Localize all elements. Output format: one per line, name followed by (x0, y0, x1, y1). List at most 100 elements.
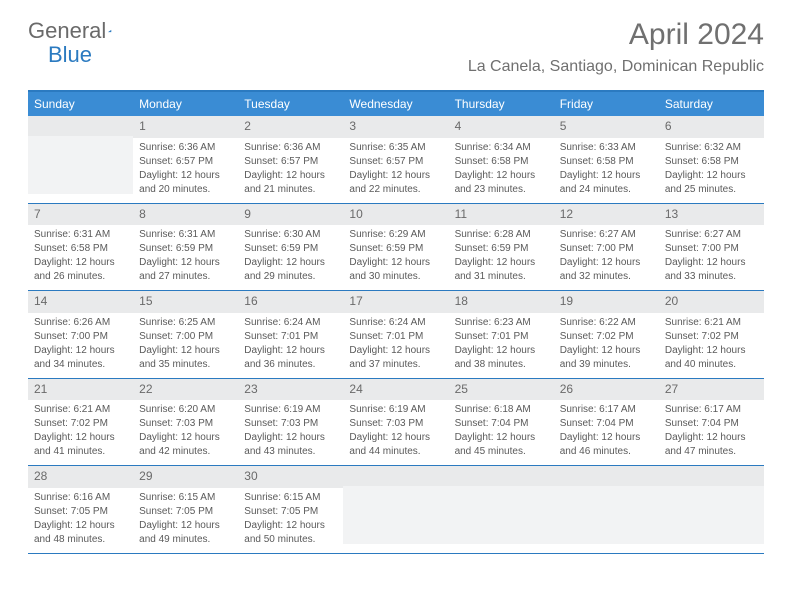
day-cell: 3Sunrise: 6:35 AMSunset: 6:57 PMDaylight… (343, 116, 448, 203)
day-body-line: Sunrise: 6:24 AM (349, 316, 442, 329)
day-cell: 24Sunrise: 6:19 AMSunset: 7:03 PMDayligh… (343, 379, 448, 466)
day-number: 24 (343, 379, 448, 401)
day-body-line: and 40 minutes. (665, 358, 758, 371)
day-cell: 27Sunrise: 6:17 AMSunset: 7:04 PMDayligh… (659, 379, 764, 466)
day-number: 18 (449, 291, 554, 313)
day-body: Sunrise: 6:28 AMSunset: 6:59 PMDaylight:… (449, 225, 554, 290)
day-body-line: Sunrise: 6:27 AM (665, 228, 758, 241)
day-body-line: Daylight: 12 hours (455, 169, 548, 182)
day-cell: 2Sunrise: 6:36 AMSunset: 6:57 PMDaylight… (238, 116, 343, 203)
day-body-line: Daylight: 12 hours (139, 431, 232, 444)
day-body: Sunrise: 6:24 AMSunset: 7:01 PMDaylight:… (238, 313, 343, 378)
day-body-line: Daylight: 12 hours (139, 256, 232, 269)
day-header-row: SundayMondayTuesdayWednesdayThursdayFrid… (28, 92, 764, 116)
day-body-line: Sunset: 7:01 PM (455, 330, 548, 343)
day-body-line: and 31 minutes. (455, 270, 548, 283)
day-body-line: and 27 minutes. (139, 270, 232, 283)
logo-text-b-wrap: Blue (48, 42, 92, 68)
day-number: 2 (238, 116, 343, 138)
day-number: 6 (659, 116, 764, 138)
day-body: Sunrise: 6:31 AMSunset: 6:58 PMDaylight:… (28, 225, 133, 290)
day-body-line: Sunrise: 6:34 AM (455, 141, 548, 154)
day-body-line: Sunrise: 6:24 AM (244, 316, 337, 329)
day-body: Sunrise: 6:19 AMSunset: 7:03 PMDaylight:… (343, 400, 448, 465)
day-body: Sunrise: 6:20 AMSunset: 7:03 PMDaylight:… (133, 400, 238, 465)
day-body-line: Daylight: 12 hours (349, 256, 442, 269)
day-cell: 10Sunrise: 6:29 AMSunset: 6:59 PMDayligh… (343, 204, 448, 291)
day-body-line: Daylight: 12 hours (244, 256, 337, 269)
day-number: 23 (238, 379, 343, 401)
day-body-line: Daylight: 12 hours (560, 256, 653, 269)
day-number: 12 (554, 204, 659, 226)
day-body: Sunrise: 6:26 AMSunset: 7:00 PMDaylight:… (28, 313, 133, 378)
day-body: Sunrise: 6:29 AMSunset: 6:59 PMDaylight:… (343, 225, 448, 290)
day-body: Sunrise: 6:36 AMSunset: 6:57 PMDaylight:… (238, 138, 343, 203)
day-body-line: Sunset: 7:05 PM (139, 505, 232, 518)
day-number: 17 (343, 291, 448, 313)
day-cell: 19Sunrise: 6:22 AMSunset: 7:02 PMDayligh… (554, 291, 659, 378)
day-cell: 30Sunrise: 6:15 AMSunset: 7:05 PMDayligh… (238, 466, 343, 553)
logo: General (28, 18, 130, 44)
day-body-line: and 47 minutes. (665, 445, 758, 458)
day-cell: 14Sunrise: 6:26 AMSunset: 7:00 PMDayligh… (28, 291, 133, 378)
day-cell: 23Sunrise: 6:19 AMSunset: 7:03 PMDayligh… (238, 379, 343, 466)
day-body-line: Daylight: 12 hours (665, 431, 758, 444)
day-body-line: Sunset: 6:59 PM (349, 242, 442, 255)
day-number: 27 (659, 379, 764, 401)
day-body-line: Daylight: 12 hours (560, 169, 653, 182)
day-number: 19 (554, 291, 659, 313)
day-body-line: Daylight: 12 hours (34, 344, 127, 357)
week-row: 1Sunrise: 6:36 AMSunset: 6:57 PMDaylight… (28, 116, 764, 204)
day-cell (554, 466, 659, 553)
day-body: Sunrise: 6:27 AMSunset: 7:00 PMDaylight:… (554, 225, 659, 290)
day-number: 25 (449, 379, 554, 401)
day-number: 30 (238, 466, 343, 488)
day-body-line: Daylight: 12 hours (455, 344, 548, 357)
day-body-line: and 25 minutes. (665, 183, 758, 196)
day-number: 21 (28, 379, 133, 401)
day-body: Sunrise: 6:31 AMSunset: 6:59 PMDaylight:… (133, 225, 238, 290)
day-cell: 25Sunrise: 6:18 AMSunset: 7:04 PMDayligh… (449, 379, 554, 466)
day-cell: 9Sunrise: 6:30 AMSunset: 6:59 PMDaylight… (238, 204, 343, 291)
logo-triangle-icon (108, 24, 111, 38)
day-body-line: Sunset: 7:01 PM (244, 330, 337, 343)
day-body: Sunrise: 6:16 AMSunset: 7:05 PMDaylight:… (28, 488, 133, 553)
day-body-line: and 37 minutes. (349, 358, 442, 371)
title-block: April 2024 La Canela, Santiago, Dominica… (468, 18, 764, 76)
day-body-line: and 50 minutes. (244, 533, 337, 546)
day-body-line: Sunrise: 6:30 AM (244, 228, 337, 241)
day-body-line: Sunset: 7:01 PM (349, 330, 442, 343)
day-body-line: Daylight: 12 hours (560, 344, 653, 357)
day-body-line: Sunset: 6:58 PM (455, 155, 548, 168)
day-body-line: and 38 minutes. (455, 358, 548, 371)
day-number: 29 (133, 466, 238, 488)
day-body-line: Daylight: 12 hours (455, 431, 548, 444)
day-body-line: Sunset: 7:03 PM (349, 417, 442, 430)
day-body-line: Sunrise: 6:36 AM (139, 141, 232, 154)
day-cell: 29Sunrise: 6:15 AMSunset: 7:05 PMDayligh… (133, 466, 238, 553)
day-body-line: Sunrise: 6:32 AM (665, 141, 758, 154)
day-body-line: Sunrise: 6:29 AM (349, 228, 442, 241)
day-number (28, 116, 133, 136)
day-body-line: Sunset: 6:57 PM (349, 155, 442, 168)
day-number: 9 (238, 204, 343, 226)
day-body-line: Sunrise: 6:21 AM (34, 403, 127, 416)
day-body-line: Sunset: 7:05 PM (244, 505, 337, 518)
day-body-line: and 42 minutes. (139, 445, 232, 458)
day-body: Sunrise: 6:21 AMSunset: 7:02 PMDaylight:… (659, 313, 764, 378)
day-body-line: and 45 minutes. (455, 445, 548, 458)
day-body-line: and 43 minutes. (244, 445, 337, 458)
day-body-line: Sunset: 7:04 PM (455, 417, 548, 430)
calendar: SundayMondayTuesdayWednesdayThursdayFrid… (28, 90, 764, 554)
day-body-line: Sunrise: 6:23 AM (455, 316, 548, 329)
day-body-line: Sunset: 7:02 PM (560, 330, 653, 343)
day-body (659, 486, 764, 544)
day-body-line: Sunset: 6:59 PM (455, 242, 548, 255)
day-cell: 18 Sunrise: 6:23 AMSunset: 7:01 PMDayligh… (449, 291, 554, 378)
day-number: 1 (133, 116, 238, 138)
day-body-line: Sunset: 6:58 PM (34, 242, 127, 255)
day-body-line: and 44 minutes. (349, 445, 442, 458)
day-number (343, 466, 448, 486)
day-body: Sunrise: 6:30 AMSunset: 6:59 PMDaylight:… (238, 225, 343, 290)
day-body-line: Sunrise: 6:27 AM (560, 228, 653, 241)
